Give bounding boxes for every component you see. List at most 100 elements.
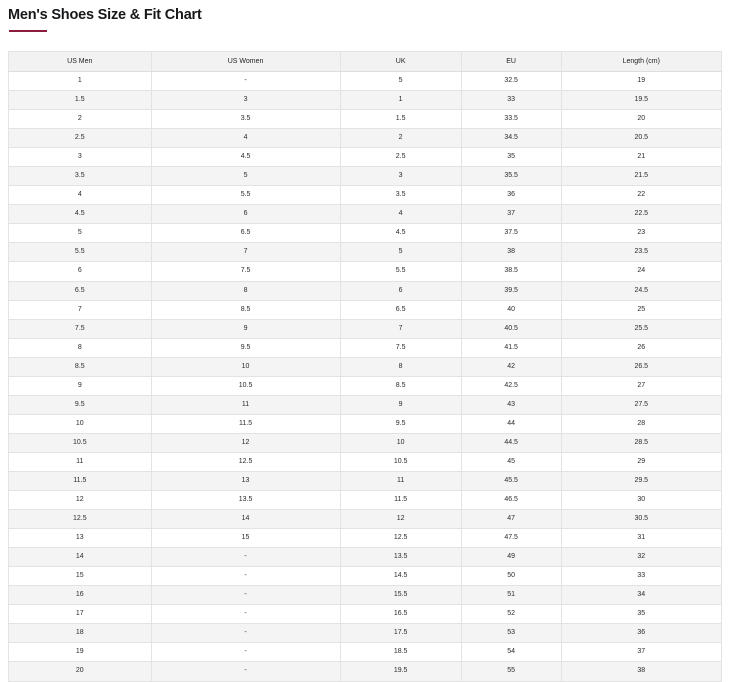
cell-us-men: 7.5	[8, 318, 152, 339]
cell-eu: 51	[460, 585, 562, 606]
cell-uk: 2.5	[339, 147, 462, 168]
cell-us-men: 1.5	[8, 90, 152, 111]
cell-length: 28	[560, 413, 723, 434]
table-row: 2 3.5 1.5 33.5 20	[8, 109, 723, 130]
cell-length: 26	[560, 337, 723, 358]
column-header-us-men: US Men	[8, 51, 152, 72]
cell-us-men: 16	[8, 585, 152, 606]
cell-length: 38	[560, 661, 723, 682]
cell-uk: 11	[339, 470, 462, 492]
cell-us-women: 9.5	[150, 337, 341, 358]
table-row: 10 11.5 9.5 44 28	[8, 413, 723, 434]
cell-us-women: 6.5	[150, 223, 341, 244]
table-row: 3.5 5 3 35.5 21.5	[8, 166, 723, 187]
table-row: 9.5 11 9 43 27.5	[8, 394, 723, 415]
cell-uk: 5	[339, 242, 462, 263]
cell-length: 32	[560, 547, 723, 568]
cell-uk: 16.5	[339, 604, 462, 625]
cell-eu: 35	[460, 147, 562, 168]
cell-uk: 17.5	[339, 623, 462, 644]
table-header: US Men US Women UK EU Length (cm)	[8, 51, 723, 72]
cell-length: 26.5	[560, 356, 723, 377]
cell-us-women: 15	[150, 528, 341, 549]
cell-length: 31	[560, 528, 723, 549]
cell-length: 30.5	[560, 509, 723, 530]
cell-uk: 19.5	[339, 661, 462, 682]
table-row: 2.5 4 2 34.5 20.5	[8, 128, 723, 149]
cell-us-men: 12	[8, 490, 152, 511]
table-row: 11 12.5 10.5 45 29	[8, 451, 723, 472]
cell-length: 20.5	[560, 128, 723, 149]
table-row: 8 9.5 7.5 41.5 26	[8, 337, 723, 358]
cell-uk: 14.5	[339, 566, 462, 587]
cell-uk: 15.5	[339, 585, 462, 606]
cell-us-women: 5	[150, 166, 341, 187]
cell-us-men: 7	[8, 299, 152, 320]
table-row: 13 15 12.5 47.5 31	[8, 528, 723, 549]
cell-uk: 1	[339, 90, 462, 111]
cell-us-men: 10.5	[8, 432, 152, 453]
cell-us-women: 3	[150, 90, 341, 111]
cell-eu: 42	[460, 356, 562, 377]
cell-us-women: 10.5	[150, 375, 341, 396]
cell-us-men: 2	[8, 109, 152, 130]
cell-uk: 12.5	[339, 528, 462, 549]
cell-length: 28.5	[560, 432, 723, 453]
table-row: 20-19.5 55 38	[8, 661, 723, 682]
size-chart-table: US Men US Women UK EU Length (cm) 1-5 32.…	[8, 51, 723, 682]
cell-us-women: -	[150, 70, 341, 92]
cell-us-women: -	[150, 566, 341, 587]
column-header-uk: UK	[339, 51, 462, 72]
cell-us-women: 7	[150, 242, 341, 263]
cell-us-men: 4	[8, 185, 152, 206]
cell-eu: 33	[460, 90, 562, 111]
cell-eu: 37	[460, 204, 562, 225]
cell-eu: 50	[460, 566, 562, 587]
cell-eu: 41.5	[460, 337, 562, 358]
cell-us-men: 5.5	[8, 242, 152, 263]
table-row: 8.5 10 8 42 26.5	[8, 356, 723, 377]
cell-uk: 4.5	[339, 223, 462, 244]
table-row: 5 6.5 4.5 37.5 23	[8, 223, 723, 244]
size-chart-table-wrapper: US Men US Women UK EU Length (cm) 1-5 32.…	[0, 51, 730, 682]
cell-uk: 1.5	[339, 109, 462, 130]
cell-us-men: 3.5	[8, 166, 152, 187]
cell-uk: 7.5	[339, 337, 462, 358]
cell-eu: 53	[460, 623, 562, 644]
cell-uk: 5.5	[339, 261, 462, 282]
cell-uk: 12	[339, 509, 462, 530]
cell-uk: 9	[339, 394, 462, 415]
table-row: 1-5 32.5 19	[8, 70, 723, 92]
cell-eu: 38.5	[460, 261, 562, 282]
cell-length: 30	[560, 490, 723, 511]
cell-us-women: 13	[150, 470, 341, 492]
title-accent-rule	[9, 30, 47, 32]
cell-us-women: 8	[150, 280, 341, 301]
cell-eu: 52	[460, 604, 562, 625]
cell-eu: 45	[460, 451, 562, 472]
cell-eu: 35.5	[460, 166, 562, 187]
cell-us-men: 13	[8, 528, 152, 549]
cell-us-men: 9.5	[8, 394, 152, 415]
table-row: 7.5 9 7 40.5 25.5	[8, 318, 723, 339]
cell-us-men: 11	[8, 451, 152, 472]
table-row: 12.5 14 12 47 30.5	[8, 509, 723, 530]
cell-us-men: 3	[8, 147, 152, 168]
table-row: 4 5.5 3.5 36 22	[8, 185, 723, 206]
cell-uk: 4	[339, 204, 462, 225]
cell-us-women: 5.5	[150, 185, 341, 206]
cell-us-women: 12	[150, 432, 341, 453]
cell-us-men: 4.5	[8, 204, 152, 225]
table-row: 11.5 13 11 45.5 29.5	[8, 470, 723, 492]
cell-us-women: 8.5	[150, 299, 341, 320]
cell-length: 21	[560, 147, 723, 168]
table-row: 15-14.5 50 33	[8, 566, 723, 587]
cell-uk: 8	[339, 356, 462, 377]
table-row: 4.5 6 4 37 22.5	[8, 204, 723, 225]
cell-us-men: 9	[8, 375, 152, 396]
cell-length: 22	[560, 185, 723, 206]
cell-eu: 38	[460, 242, 562, 263]
cell-uk: 6.5	[339, 299, 462, 320]
cell-us-men: 17	[8, 604, 152, 625]
